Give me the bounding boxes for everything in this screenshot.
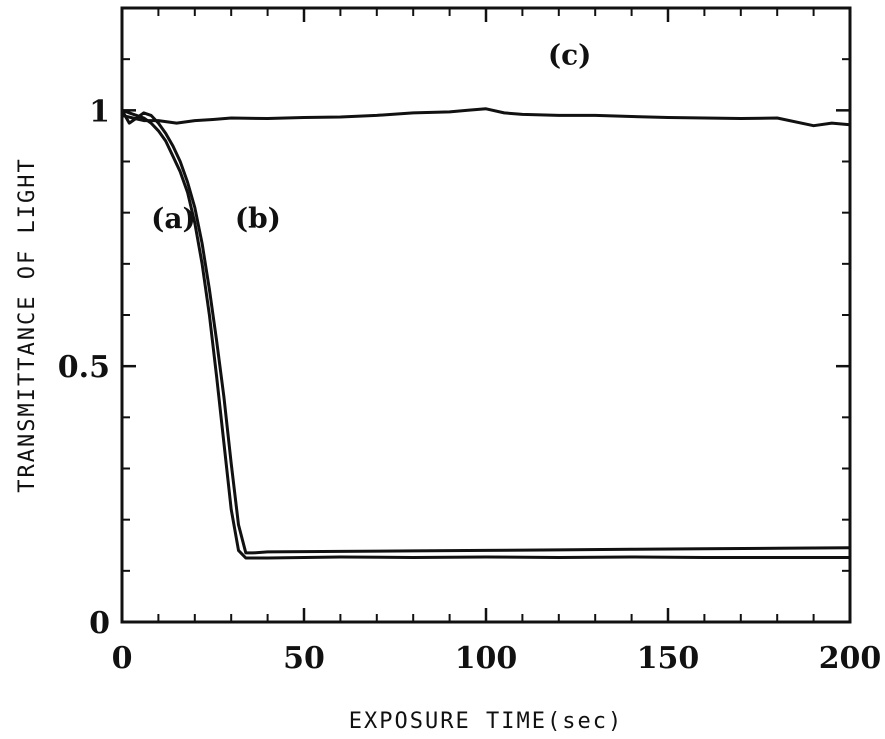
- x-tick-label: 50: [283, 641, 325, 676]
- x-tick-label: 200: [819, 641, 882, 676]
- labels-layer: (a) (b) (c): [151, 38, 591, 235]
- series-line-0: [122, 110, 850, 558]
- plot-frame: [122, 8, 850, 622]
- y-axis-title: TRANSMITTANCE OF LIGHT: [15, 157, 40, 492]
- series-label-2: (c): [548, 38, 592, 71]
- series-label-0: (a): [151, 202, 196, 235]
- y-tick-label: 1: [89, 94, 110, 129]
- x-tick-label: 0: [112, 641, 133, 676]
- x-tick-label: 100: [455, 641, 518, 676]
- series-line-2: [122, 109, 850, 126]
- x-tick-label: 150: [637, 641, 700, 676]
- series-label-1: (b): [235, 202, 281, 235]
- y-tick-label: 0.5: [58, 350, 110, 385]
- x-axis-title: EXPOSURE TIME(sec): [349, 709, 623, 734]
- ticks-layer: 0 50 100 150 200 0 0.5 1: [58, 8, 882, 676]
- plot-border: [122, 8, 850, 622]
- series-layer: [122, 109, 850, 558]
- series-line-1: [122, 110, 850, 553]
- y-tick-label: 0: [89, 606, 110, 641]
